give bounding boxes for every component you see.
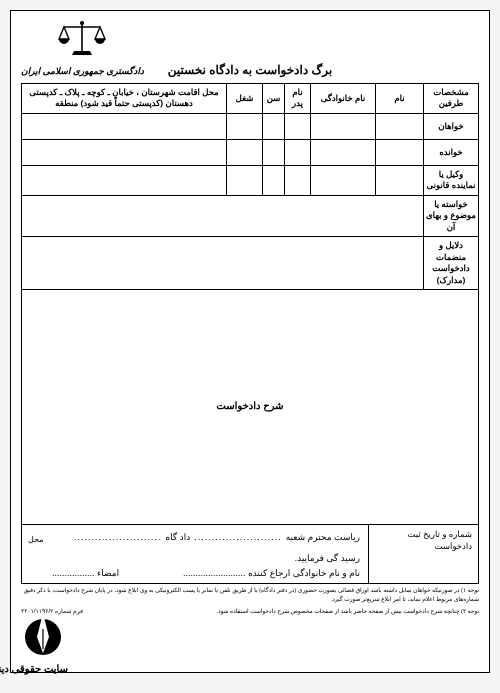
cell[interactable]	[376, 165, 424, 195]
scales-icon	[56, 19, 108, 59]
dots[interactable]: .........................	[183, 568, 246, 578]
description-row: شرح دادخواست	[22, 290, 479, 525]
reg-label: شماره و تاریخ ثبت دادخواست	[407, 529, 472, 550]
cell[interactable]	[376, 139, 424, 165]
footer-row: شماره و تاریخ ثبت دادخواست محل ریاست محت…	[22, 525, 479, 584]
attorney-label: وکیل یا نماینده قانونی	[424, 165, 479, 195]
col-family: نام خانوادگی	[311, 84, 376, 114]
defendant-label: خوانده	[424, 139, 479, 165]
cell[interactable]	[227, 165, 263, 195]
line1b: داد گاه	[165, 529, 190, 546]
col-job: شغل	[227, 84, 263, 114]
plaintiff-row: خواهان	[22, 113, 479, 139]
referrer-label: نام و نام خانوادگی ارجاع کننده	[248, 568, 360, 578]
dots[interactable]: .................	[52, 568, 95, 578]
col-name: نام	[376, 84, 424, 114]
description-box[interactable]: شرح دادخواست	[22, 290, 479, 525]
col-age: سن	[263, 84, 285, 114]
cell[interactable]	[311, 165, 376, 195]
mohol-label: محل	[28, 535, 44, 546]
dots[interactable]: .........................	[74, 529, 162, 546]
evidence-label: دلایل و منضمات دادخواست (مدارک)	[424, 237, 479, 290]
registration-box[interactable]: شماره و تاریخ ثبت دادخواست	[368, 525, 478, 583]
cell[interactable]	[227, 113, 263, 139]
col-father: نام پدر	[285, 84, 311, 114]
note-2: توجه ۲) چنانچه شرح دادخواست بیش از صفحه …	[216, 608, 479, 617]
table-header-row: مشخصات طرفین نام نام خانوادگی نام پدر سن…	[22, 84, 479, 114]
cell[interactable]	[263, 165, 285, 195]
line1a: ریاست محترم شعبه	[286, 529, 360, 546]
cell[interactable]	[285, 139, 311, 165]
cell[interactable]	[285, 165, 311, 195]
cell[interactable]	[263, 139, 285, 165]
attorney-row: وکیل یا نماینده قانونی	[22, 165, 479, 195]
line1c: رسید گی فرمایید.	[295, 550, 360, 567]
form-number: فرم شماره ۲۲۰۱/۱۱۹۶/۲	[21, 608, 83, 617]
cell[interactable]	[227, 139, 263, 165]
description-label: شرح دادخواست	[216, 401, 283, 412]
plaintiff-label: خواهان	[424, 113, 479, 139]
col-spec: مشخصات طرفین	[424, 84, 479, 114]
cell[interactable]	[311, 139, 376, 165]
petition-form: دادگستری جمهوری اسلامی ایران برگ دادخواس…	[10, 10, 490, 673]
parties-table: مشخصات طرفین نام نام خانوادگی نام پدر سن…	[21, 83, 479, 584]
dots[interactable]: .........................	[194, 529, 282, 546]
subject-label: خواسته یا موضوع و بهای آن	[424, 195, 479, 236]
cell[interactable]	[311, 113, 376, 139]
col-address: محل اقامت شهرستان ، خیابان ـ کوچه ـ پلاک…	[22, 84, 227, 114]
defendant-row: خوانده	[22, 139, 479, 165]
sign-label: امضاء	[97, 568, 119, 578]
cell[interactable]	[22, 165, 227, 195]
note-1: توجه ۱) در صورتیکه خواهان تمایل داشته با…	[21, 587, 479, 604]
evidence-row: دلایل و منضمات دادخواست (مدارک)	[22, 237, 479, 290]
cell[interactable]	[376, 113, 424, 139]
subject-row: خواسته یا موضوع و بهای آن	[22, 195, 479, 236]
cell[interactable]	[22, 139, 227, 165]
org-name: دادگستری جمهوری اسلامی ایران	[21, 66, 144, 77]
subject-cell[interactable]	[22, 195, 424, 236]
cell[interactable]	[285, 113, 311, 139]
referral-box: محل ریاست محترم شعبه ...................…	[22, 525, 368, 583]
cell[interactable]	[22, 113, 227, 139]
evidence-cell[interactable]	[22, 237, 424, 290]
logo-block: دادگستری جمهوری اسلامی ایران	[21, 19, 144, 77]
cell[interactable]	[263, 113, 285, 139]
